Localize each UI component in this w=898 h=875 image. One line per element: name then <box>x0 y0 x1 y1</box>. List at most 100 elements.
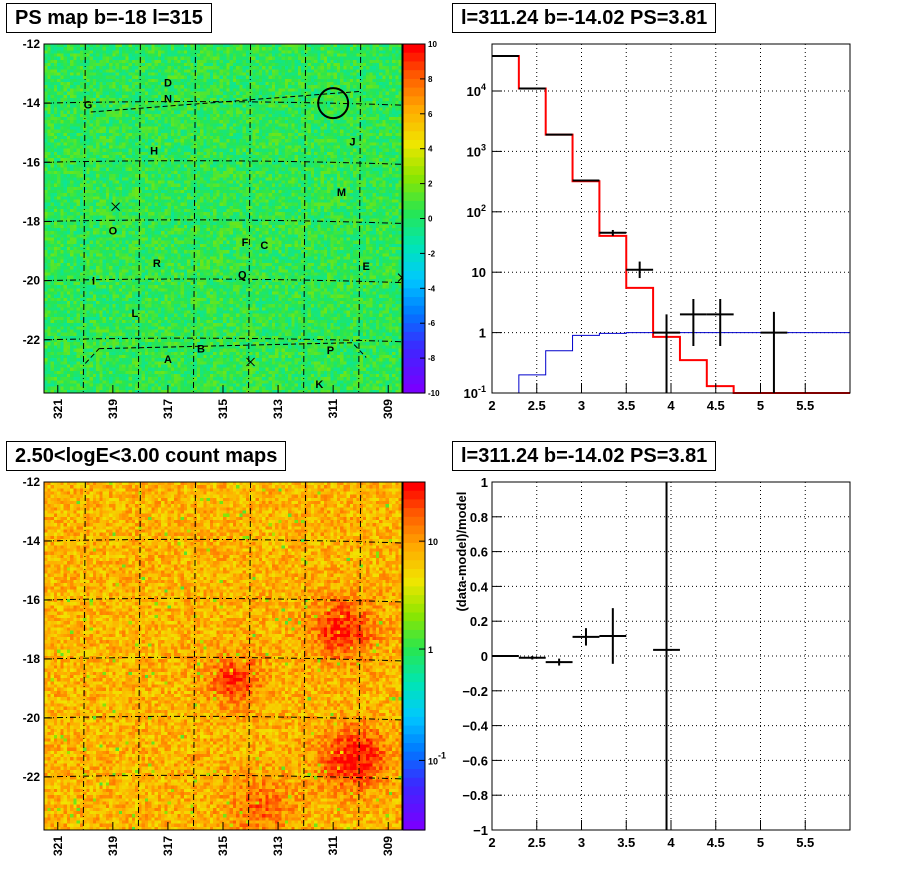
cnt-colorbar-cell-34 <box>403 777 425 788</box>
ps-colorbar-cell-32 <box>403 323 425 333</box>
spectrum-data-point-5 <box>626 261 654 279</box>
ps-map-title: PS map b=-18 l=315 <box>6 3 212 33</box>
cnt-colorbar-cell-15 <box>403 612 425 622</box>
ps-ytick-label-3: -18 <box>23 214 41 228</box>
cnt-ytick-label-3: -18 <box>23 652 41 666</box>
residual-title: l=311.24 b=-14.02 PS=3.81 <box>452 441 717 471</box>
ps-colorbar-label-10: -10 <box>428 389 440 398</box>
source-label-f: F <box>242 237 249 249</box>
cnt-colorbar-cell-35 <box>403 786 425 796</box>
cnt-colorbar-cell-33 <box>403 769 425 779</box>
cnt-colorbar-cell-30 <box>403 743 425 753</box>
residual-xtick-label-7: 5.5 <box>796 835 814 850</box>
cnt-colorbar-cell-16 <box>403 621 425 631</box>
spectrum-ytick-label-5: 104 <box>467 82 486 99</box>
ps-colorbar-cell-35 <box>403 349 425 359</box>
cnt-colorbar-cell-8 <box>403 551 425 561</box>
spectrum-data-point-9 <box>760 311 788 393</box>
count-map-title: 2.50<logE<3.00 count maps <box>6 441 287 471</box>
residual-xtick-label-1: 2.5 <box>528 835 546 850</box>
residual-xtick-label-0: 2 <box>488 835 495 850</box>
ps-colorbar-label-5: 0 <box>428 215 433 224</box>
source-label-p: P <box>327 345 334 357</box>
source-label-q: Q <box>238 270 247 282</box>
residual-data-point-3 <box>572 628 600 646</box>
source-label-r: R <box>153 258 161 270</box>
ps-colorbar-cell-39 <box>403 384 425 394</box>
cnt-colorbar-cell-6 <box>403 534 425 544</box>
cnt-colorbar-cell-37 <box>403 803 425 814</box>
source-label-j: J <box>349 137 355 149</box>
residual-data-point-5 <box>653 482 680 830</box>
ps-roi-outline <box>84 90 367 364</box>
spectrum-xtick-label-6: 5 <box>757 398 764 413</box>
residual-ytick-label-3: 0.4 <box>470 579 489 594</box>
ps-colorbar-label-7: -4 <box>428 284 436 293</box>
ps-colorbar-cell-29 <box>403 297 425 307</box>
cnt-colorbar-cell-25 <box>403 699 425 709</box>
cnt-colorbar-cell-39 <box>403 821 425 831</box>
ps-colorbar-cell-2 <box>403 61 425 71</box>
ps-colorbar-cell-19 <box>403 209 425 220</box>
cnt-xtick-label-5: 311 <box>326 836 340 856</box>
residual-ytick-label-10: −1 <box>473 823 488 838</box>
cnt-colorbar-cell-19 <box>403 647 425 657</box>
cnt-colorbar-cell-2 <box>403 499 425 509</box>
cnt-colorbar-cell-26 <box>403 708 425 718</box>
source-label-e: E <box>363 261 370 273</box>
ps-colorbar-cell-30 <box>403 305 425 316</box>
spectrum-bg <box>492 44 850 393</box>
ps-colorbar-cell-3 <box>403 70 425 80</box>
residual-ytick-label-1: 0.8 <box>470 510 488 525</box>
spectrum-xtick-label-0: 2 <box>488 398 495 413</box>
ps-xtick-label-6: 309 <box>381 399 395 419</box>
ps-colorbar-cell-14 <box>403 166 425 176</box>
cnt-grid-l-4 <box>303 481 307 831</box>
ps-colorbar-cell-22 <box>403 235 425 246</box>
cnt-colorbar-cell-13 <box>403 595 425 605</box>
cnt-colorbar-cell-38 <box>403 812 425 822</box>
ps-colorbar-cell-12 <box>403 148 425 159</box>
cnt-colorbar-cell-28 <box>403 725 425 735</box>
cnt-ytick-label-1: -14 <box>23 534 41 548</box>
cnt-colorbar-cell-5 <box>403 525 425 535</box>
spectrum-ytick-label-3: 102 <box>467 203 486 220</box>
cnt-colorbar-cell-4 <box>403 516 425 527</box>
cnt-colorbar-cell-14 <box>403 603 425 614</box>
cnt-colorbar-cell-23 <box>403 682 425 692</box>
ps-xtick-label-4: 313 <box>271 399 285 419</box>
spectrum-data-point-7 <box>679 298 707 346</box>
residual-xtick-label-5: 4.5 <box>707 835 725 850</box>
ps-colorbar-label-3: 4 <box>428 145 433 154</box>
cnt-colorbar-cell-11 <box>403 577 425 587</box>
ps-target-circle <box>317 87 350 120</box>
cnt-xtick-label-1: 319 <box>106 836 120 856</box>
source-label-a: A <box>164 354 172 366</box>
ps-colorbar-cell-26 <box>403 270 425 281</box>
spectrum-ytick-label-2: 10 <box>472 265 486 280</box>
residual-xtick-label-2: 3 <box>578 835 585 850</box>
cnt-grid-l-2 <box>192 481 196 831</box>
cnt-ytick-label-5: -22 <box>23 770 41 784</box>
cnt-colorbar-label-2: 10-1 <box>428 750 446 766</box>
cnt-grid-l-0 <box>82 481 86 831</box>
ps-colorbar-cell-18 <box>403 201 425 211</box>
ps-grid-l-4 <box>303 43 307 394</box>
ps-grid-l-0 <box>82 43 86 394</box>
spectrum-ytick-label-0: 10-1 <box>464 384 486 401</box>
spectrum-series-1 <box>492 332 850 394</box>
source-label-i: I <box>92 276 95 288</box>
ps-colorbar-cell-25 <box>403 262 425 272</box>
spectrum-ytick-label-1: 1 <box>479 326 486 341</box>
cnt-colorbar-cell-9 <box>403 560 425 570</box>
residual-xtick-label-3: 3.5 <box>617 835 635 850</box>
ps-colorbar-cell-20 <box>403 218 425 228</box>
cnt-heatmap-image <box>44 482 402 830</box>
ps-colorbar-cell-7 <box>403 105 425 115</box>
cnt-colorbar-label-1: 1 <box>428 645 433 655</box>
ps-colorbar-cell-24 <box>403 253 425 263</box>
residual-ytick-label-8: −0.6 <box>462 753 488 768</box>
ps-colorbar-cell-31 <box>403 314 425 324</box>
ps-ytick-label-4: -20 <box>23 274 41 288</box>
spectrum-data-point-6 <box>653 314 680 393</box>
